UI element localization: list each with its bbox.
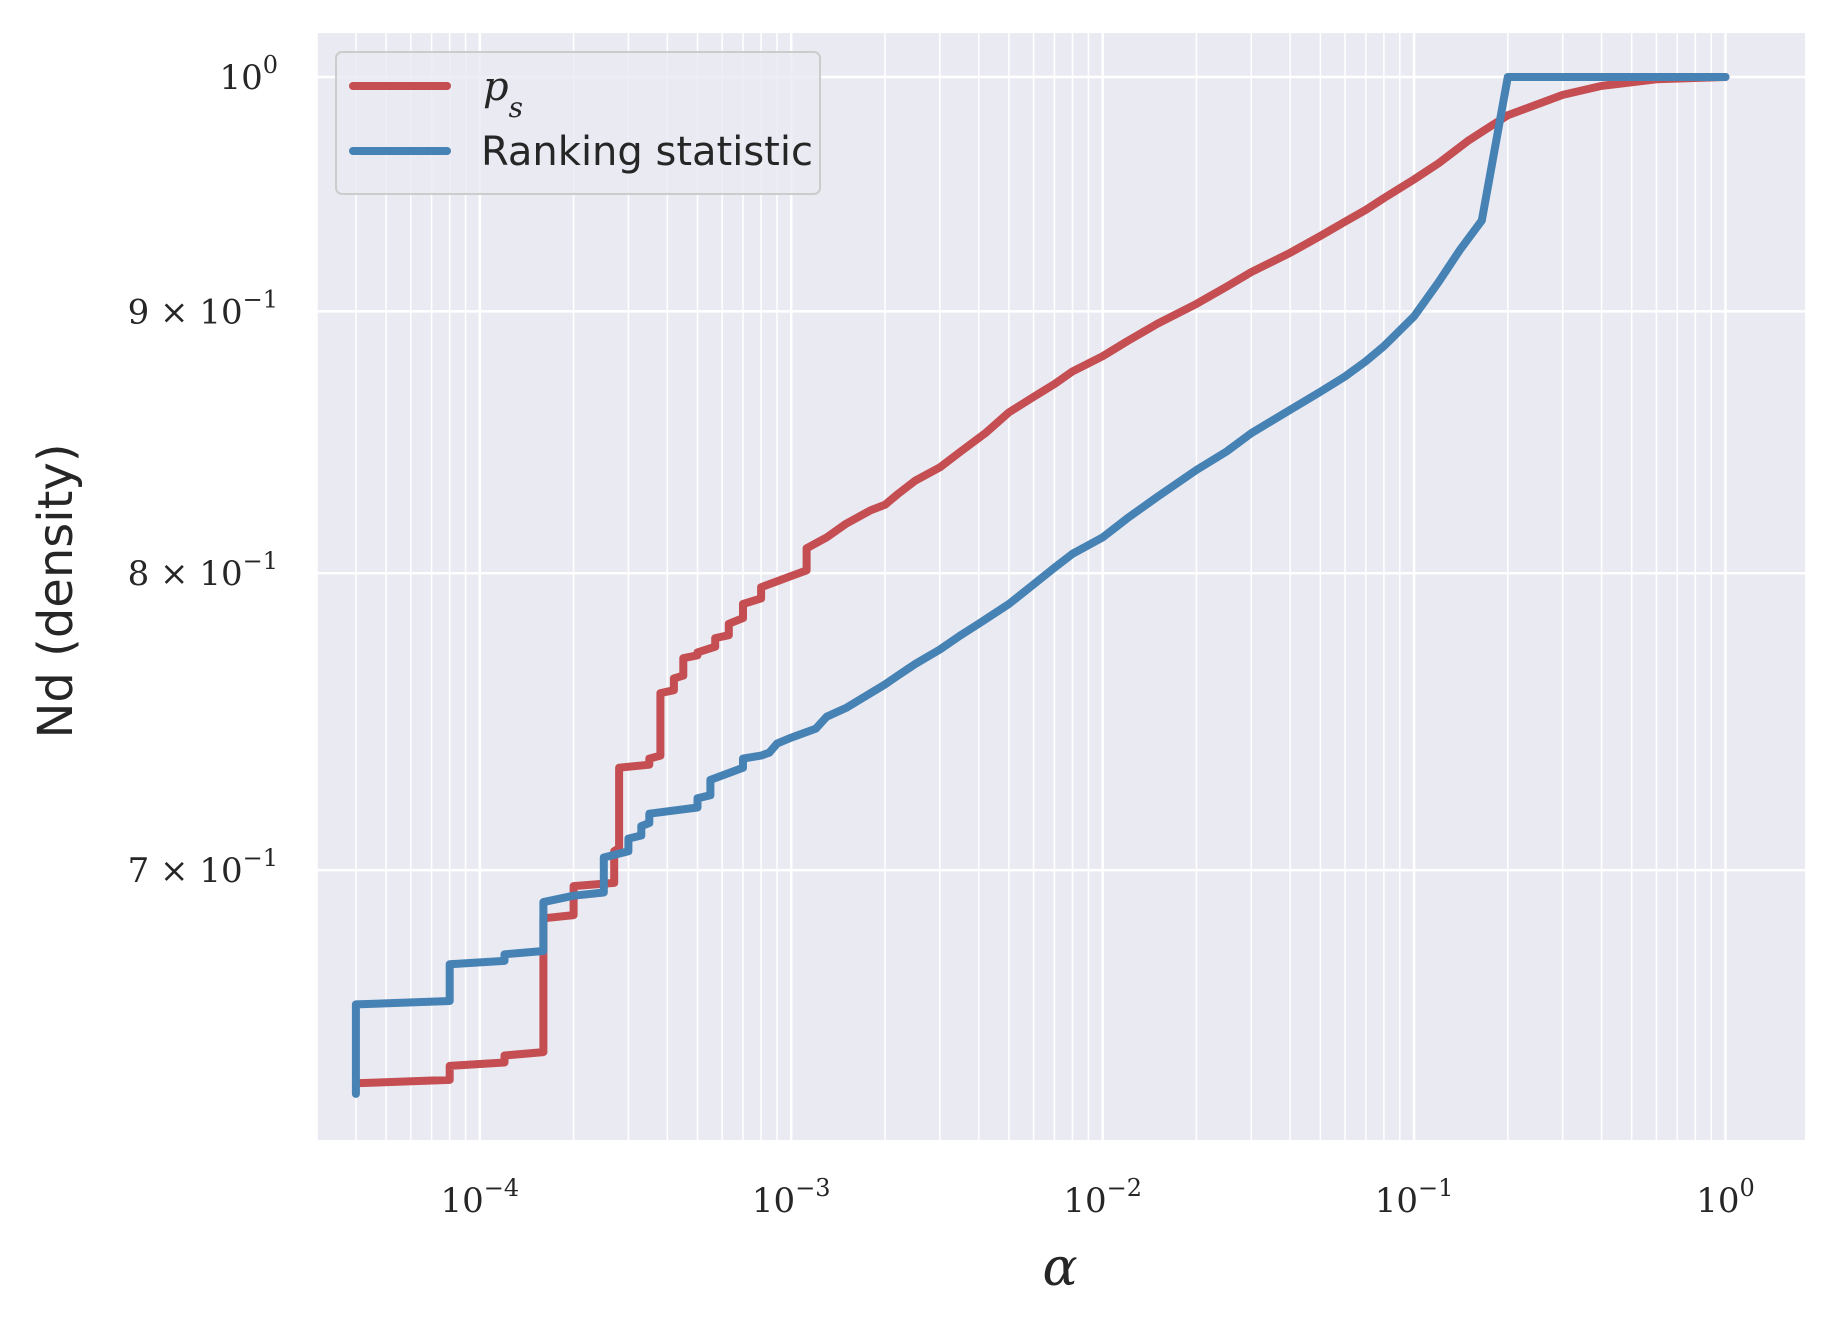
series-line-ps xyxy=(351,73,1730,1088)
y-tick-label: 9 × 10−1 xyxy=(128,285,278,332)
legend: ps Ranking statistic xyxy=(335,51,821,195)
y-tick-label: 100 xyxy=(219,51,278,98)
legend-label-ranking: Ranking statistic xyxy=(481,129,813,175)
y-axis-label: Nd (density) xyxy=(28,443,84,738)
grid-minor xyxy=(316,33,1713,1140)
x-tick-labels: 10−4 10−3 10−2 10−1 100 xyxy=(441,1174,1755,1221)
x-axis-label: α xyxy=(1042,1238,1077,1298)
x-tick-label: 10−4 xyxy=(441,1174,520,1221)
y-tick-label: 7 × 10−1 xyxy=(128,844,278,891)
x-tick-label: 10−3 xyxy=(752,1174,831,1221)
series-line-ranking-statistic xyxy=(351,73,1730,1098)
y-tick-label: 8 × 10−1 xyxy=(128,547,278,594)
x-tick-label: 10−1 xyxy=(1375,1174,1454,1221)
plot-background xyxy=(317,33,1805,1140)
y-tick-labels: 7 × 10−1 8 × 10−1 9 × 10−1 100 xyxy=(128,51,278,891)
x-tick-label: 10−2 xyxy=(1063,1174,1142,1221)
legend-box xyxy=(335,51,821,195)
grid-major xyxy=(317,33,1805,1140)
series-layer xyxy=(351,73,1730,1098)
x-tick-label: 100 xyxy=(1696,1174,1755,1221)
